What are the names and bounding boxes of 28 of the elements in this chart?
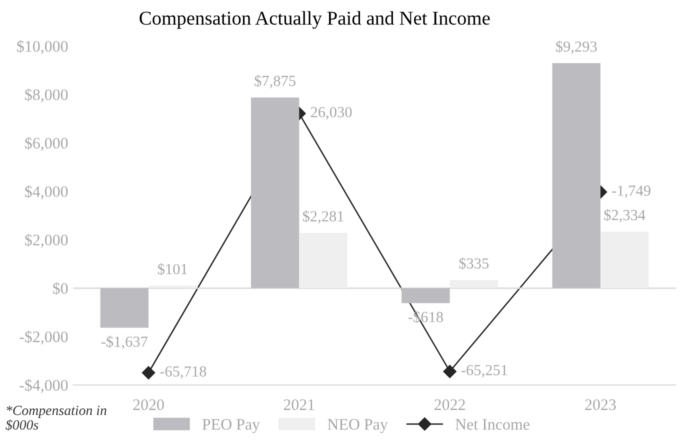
legend-label: PEO Pay (202, 419, 260, 434)
y-tick-label: $4,000 (25, 185, 68, 200)
y-tick-label: -$4,000 (20, 378, 68, 393)
y-tick-label: $8,000 (25, 88, 68, 102)
legend-label: Net Income (455, 419, 530, 430)
data-label: -$1,637 (101, 336, 148, 350)
data-label: $7,875 (254, 74, 296, 88)
data-label: 26,030 (310, 107, 352, 120)
text: *Compensation in $000s (6, 406, 106, 431)
data-label: $101 (158, 263, 187, 276)
data-label: -65,251 (461, 365, 508, 378)
y-tick-label: $10,000 (17, 40, 68, 54)
x-tick-label: 2023 (585, 399, 616, 410)
x-tick-label: 2020 (133, 399, 164, 410)
data-label: $335 (459, 257, 489, 270)
data-label: -1,749 (612, 186, 650, 198)
y-tick-label: $0 (53, 282, 68, 295)
x-tick-label: 2021 (284, 399, 314, 410)
data-label: $2,281 (302, 210, 344, 224)
y-tick-label: $6,000 (25, 136, 68, 151)
y-tick-label: $2,000 (25, 234, 68, 248)
data-label: $9,293 (556, 40, 597, 54)
legend-label: NEO Pay (328, 419, 388, 434)
chart-title: Compensation Actually Paid and Net Income (140, 11, 490, 29)
y-tick-label: -$2,000 (20, 330, 68, 345)
data-label: $2,334 (604, 208, 646, 222)
x-tick-label: 2022 (434, 399, 465, 410)
data-label: -65,718 (160, 366, 206, 379)
